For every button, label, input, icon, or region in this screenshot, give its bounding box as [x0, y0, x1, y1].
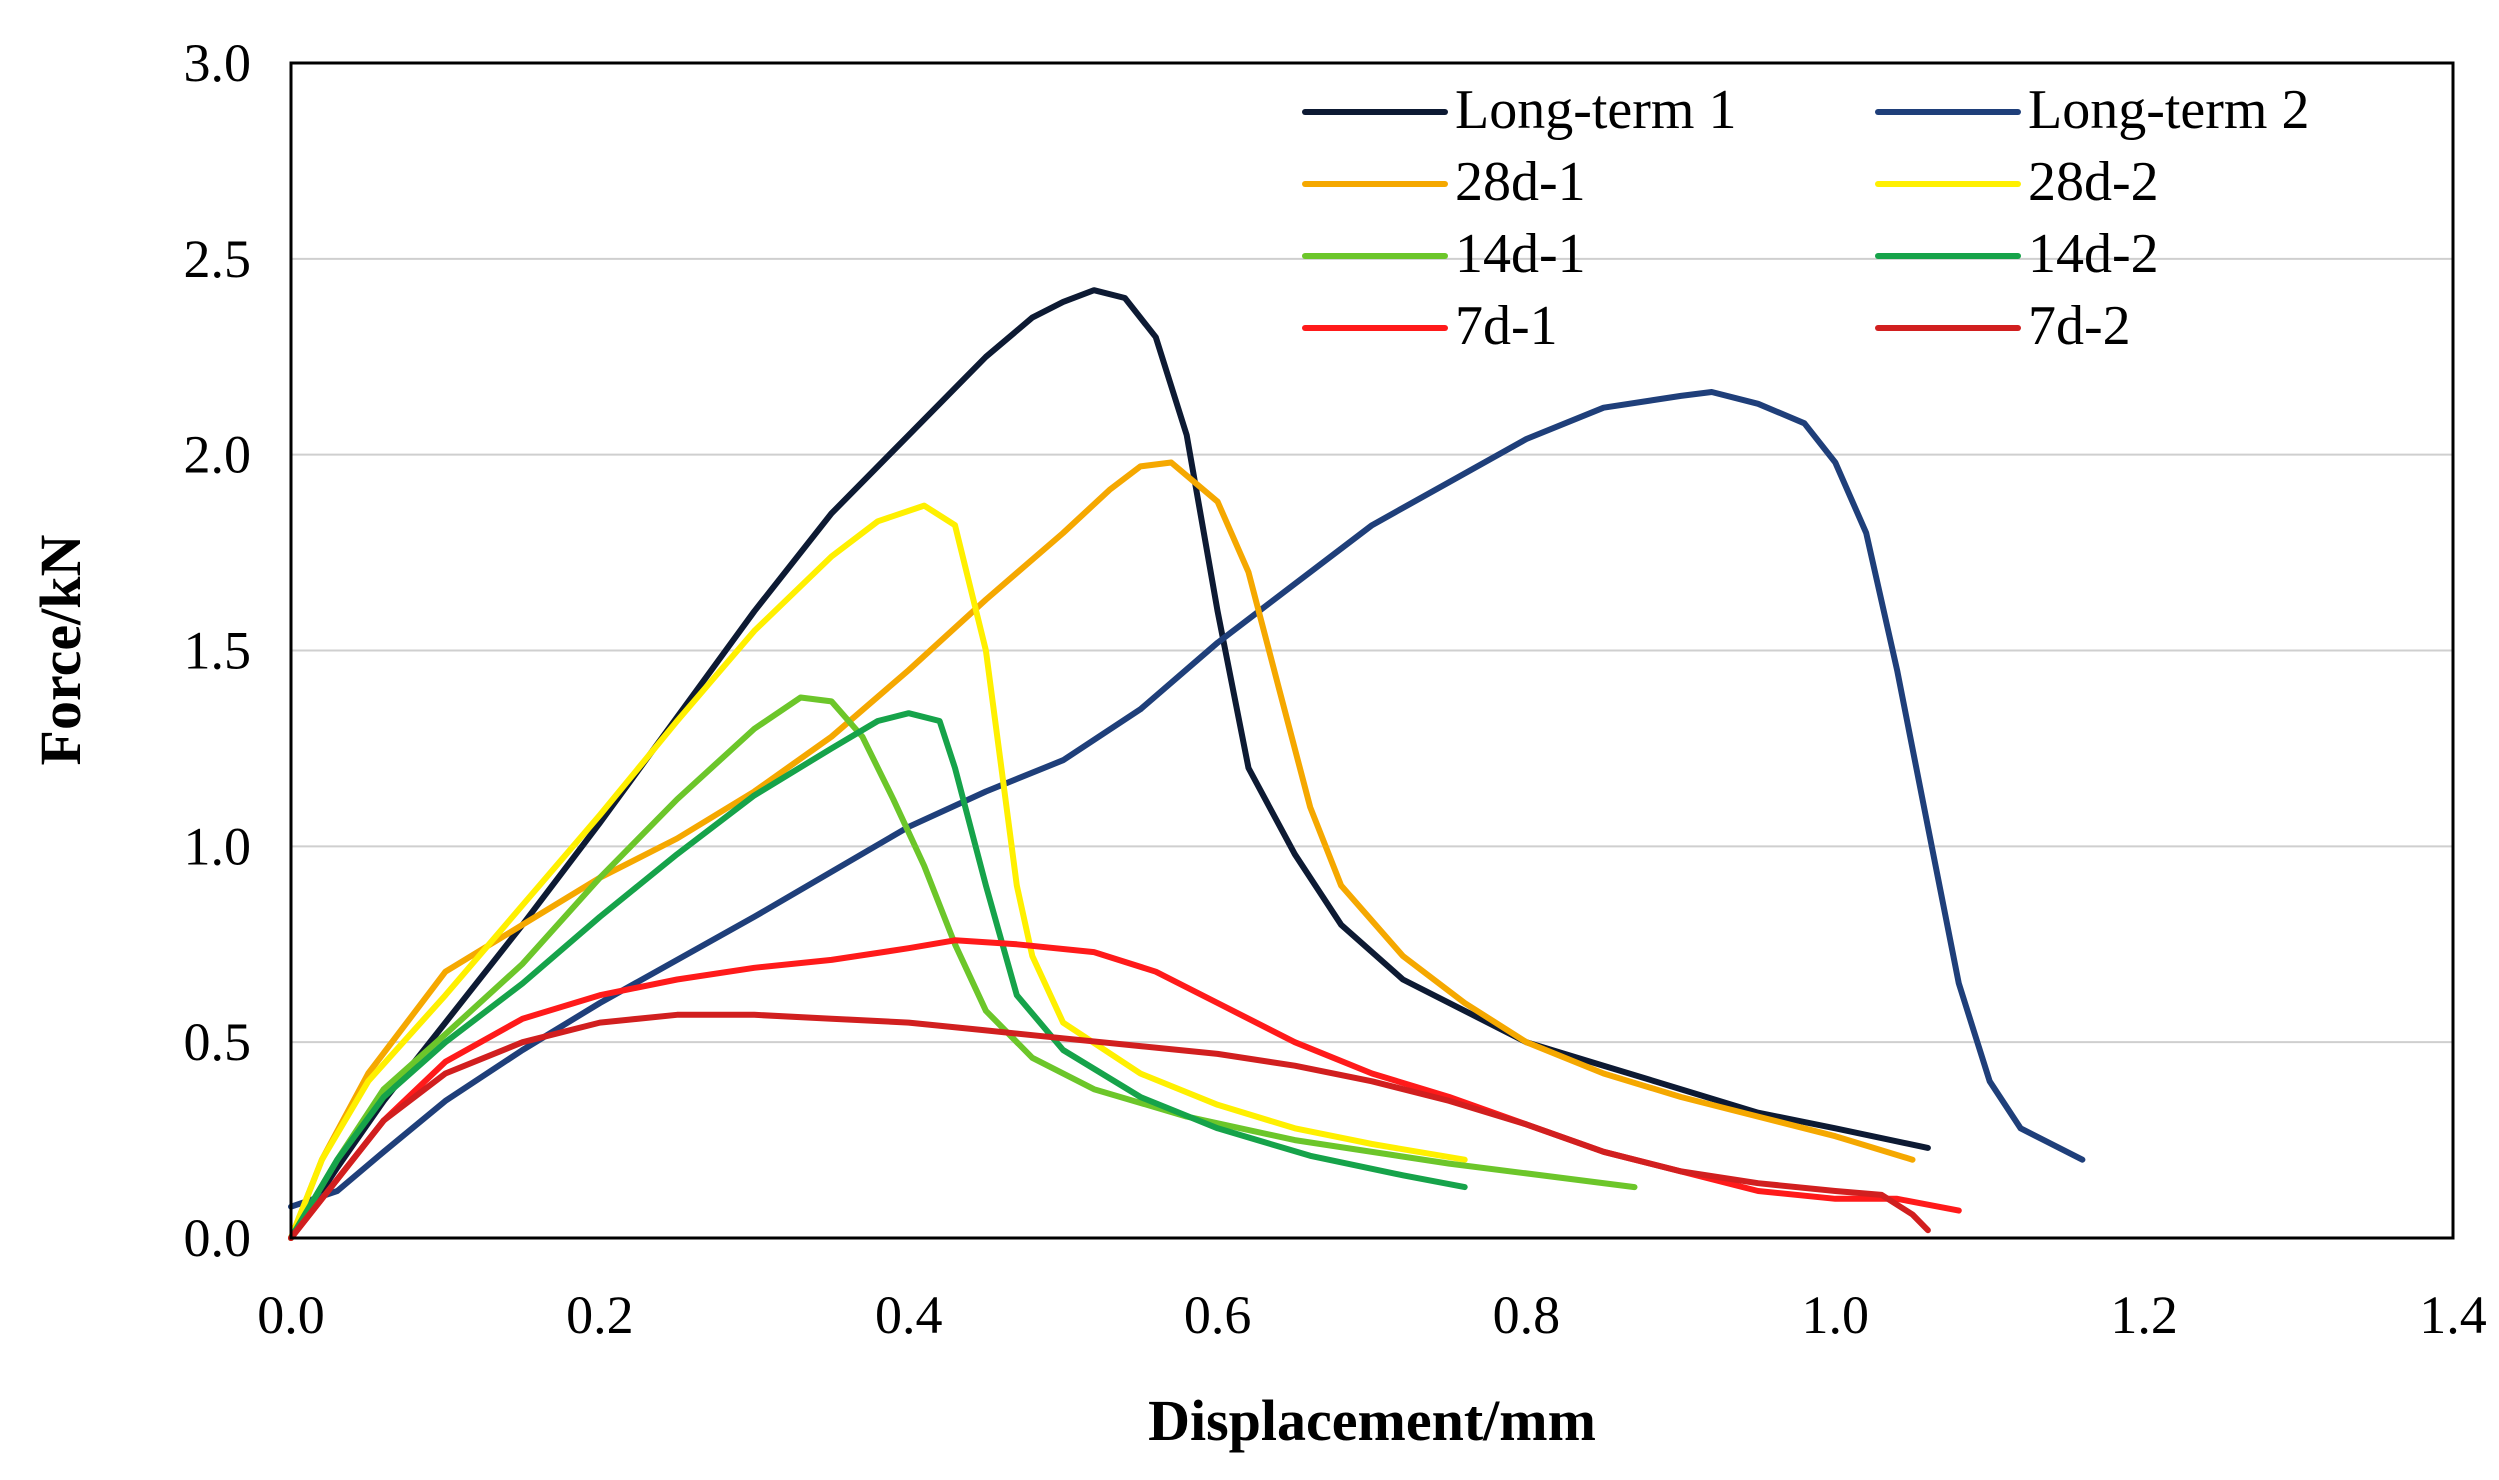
x-tick-label: 1.2 [2110, 1285, 2178, 1345]
y-tick-label: 1.0 [184, 816, 252, 876]
x-tick-label: 0.0 [257, 1285, 325, 1345]
x-tick-label: 0.2 [566, 1285, 634, 1345]
x-tick-label: 0.8 [1493, 1285, 1561, 1345]
legend-label-7d-2: 7d-2 [2028, 295, 2131, 357]
legend-label-long-term-1: Long-term 1 [1455, 79, 1736, 141]
legend-label-14d-2: 14d-2 [2028, 223, 2159, 285]
tick-layer: 0.0 0.5 1.0 1.5 2.0 2.5 3.0 0.0 0.2 0.4 0.6 0.8 1.0 1… [184, 33, 2487, 1345]
series-line-28d-1 [288, 459, 1916, 1241]
plot-frame [289, 61, 2455, 1240]
legend-label-14d-1: 14d-1 [1455, 223, 1586, 285]
y-axis-title: Force/kN [28, 534, 93, 765]
x-tick-label: 0.6 [1184, 1285, 1252, 1345]
y-tick-label: 3.0 [184, 33, 252, 93]
x-tick-label: 0.4 [875, 1285, 943, 1345]
legend-label-28d-2: 28d-2 [2028, 151, 2159, 213]
x-axis-title: Displacement/mm [1148, 1388, 1596, 1453]
legend-label-long-term-2: Long-term 2 [2028, 79, 2309, 141]
legend-label-7d-1: 7d-1 [1455, 295, 1558, 357]
series-layer [288, 287, 2086, 1241]
series-line-28d-2 [288, 502, 1468, 1241]
y-tick-label: 1.5 [184, 621, 252, 681]
series-line-14d-2 [288, 710, 1468, 1241]
legend-label-28d-1: 28d-1 [1455, 151, 1586, 213]
series-line-long-term-2 [288, 389, 2086, 1210]
y-tick-label: 0.0 [184, 1208, 252, 1268]
y-tick-label: 0.5 [184, 1012, 252, 1072]
y-tick-label: 2.5 [184, 229, 252, 289]
series-line-14d-1 [288, 694, 1638, 1241]
series-line-7d-2 [288, 1011, 1931, 1241]
y-tick-label: 2.0 [184, 425, 252, 485]
x-tick-label: 1.4 [2419, 1285, 2487, 1345]
x-tick-label: 1.0 [1802, 1285, 1870, 1345]
legend: Long-term 1 Long-term 2 28d-1 28d-2 14d-1 14d… [1302, 79, 2309, 357]
